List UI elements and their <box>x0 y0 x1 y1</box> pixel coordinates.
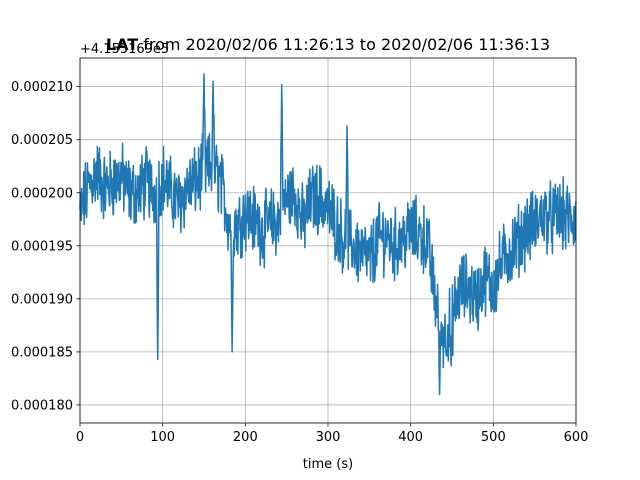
x-axis-label: time (s) <box>303 457 353 472</box>
y-offset-label: +4.155169e5 <box>80 42 169 57</box>
x-tick-label: 300 <box>316 430 341 445</box>
y-tick-label: 0.000185 <box>11 345 73 360</box>
y-axis-ticks: 0.000180 0.000185 0.000190 0.000195 0.000200… <box>11 80 80 413</box>
y-tick-label: 0.000200 <box>11 186 73 201</box>
x-tick-label: 200 <box>233 430 258 445</box>
chart-title: LAT from 2020/02/06 11:26:13 to 2020/02/… <box>106 35 550 54</box>
series-lat <box>79 73 577 396</box>
x-axis-ticks: 0 100 200 300 400 500 600 <box>76 423 589 445</box>
grid-lines <box>79 58 577 423</box>
y-tick-label: 0.000180 <box>11 398 73 413</box>
x-tick-label: 500 <box>481 430 506 445</box>
y-tick-label: 0.000190 <box>11 292 73 307</box>
y-tick-label: 0.000210 <box>11 80 73 95</box>
x-tick-label: 100 <box>150 430 175 445</box>
series-line <box>79 73 577 396</box>
chart-title-bold: LAT <box>106 35 138 54</box>
y-tick-label: 0.000205 <box>11 133 73 148</box>
y-tick-label: 0.000195 <box>11 239 73 254</box>
x-tick-label: 0 <box>76 430 84 445</box>
x-tick-label: 600 <box>564 430 589 445</box>
chart-title-rest: from 2020/02/06 11:26:13 to 2020/02/06 1… <box>138 35 550 54</box>
x-tick-label: 400 <box>398 430 423 445</box>
